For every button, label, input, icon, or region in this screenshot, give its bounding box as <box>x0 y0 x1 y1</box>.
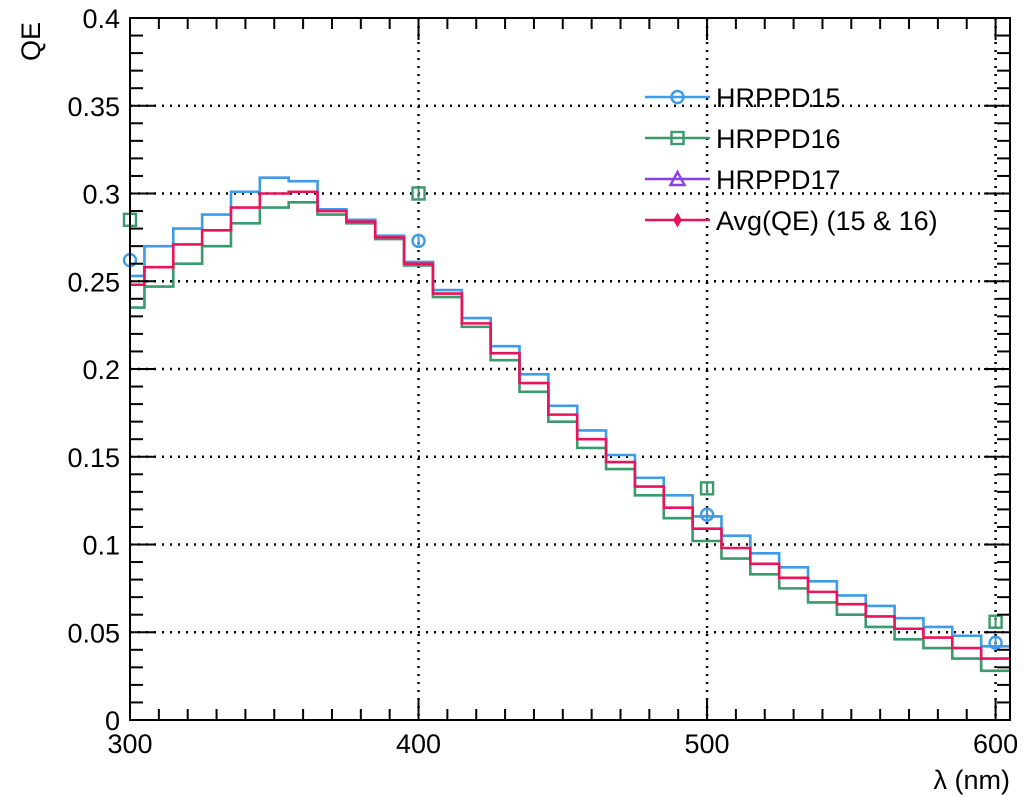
y-tick-label: 0.4 <box>82 4 120 34</box>
y-tick-label: 0.05 <box>67 618 120 648</box>
legend-marker-circle <box>670 89 685 105</box>
y-tick-label: 0 <box>105 706 120 736</box>
point-marker-circle <box>988 635 1003 650</box>
x-axis-title: λ (nm) <box>934 765 1011 795</box>
legend: HRPPD15 HRPPD16 HRPPD17 Avg(QE) (15 & 16) <box>645 83 938 236</box>
x-tick-label: 500 <box>685 729 730 759</box>
legend-label: Avg(QE) (15 & 16) <box>716 206 938 236</box>
legend-label: HRPPD15 <box>716 83 841 113</box>
legend-marker-triangle <box>668 169 687 187</box>
y-tick-label: 0.3 <box>82 180 120 210</box>
y-axis-title: QE <box>16 22 46 61</box>
tick-layer <box>129 17 1010 721</box>
point-marker-square <box>411 186 426 201</box>
point-marker-square <box>988 614 1003 629</box>
y-tick-label: 0.15 <box>67 443 120 473</box>
x-tick-label: 600 <box>973 729 1018 759</box>
legend-label: HRPPD16 <box>716 124 841 154</box>
grid-layer <box>130 18 1010 720</box>
series-line-hrppd15 <box>130 176 1010 648</box>
legend-marker-square <box>670 130 685 146</box>
point-marker-circle <box>411 233 426 249</box>
tick-label-layer: 0 0.05 0.1 0.15 0.2 0.25 0.3 0.35 0.4 300 400 500 60… <box>67 4 1018 759</box>
legend-label: HRPPD17 <box>716 165 841 195</box>
series-line-avg-qe-15-16 <box>130 190 1010 660</box>
series-line-hrppd16 <box>130 200 1010 673</box>
point-marker-square <box>699 481 715 496</box>
legend-marker-diamond <box>673 212 682 228</box>
y-tick-label: 0.25 <box>67 267 120 297</box>
x-tick-label: 400 <box>396 729 441 759</box>
y-tick-label: 0.1 <box>82 531 120 561</box>
y-tick-label: 0.35 <box>67 92 120 122</box>
y-tick-label: 0.2 <box>82 355 120 385</box>
marker-layer <box>122 186 1003 650</box>
x-tick-label: 300 <box>107 729 152 759</box>
point-marker-circle <box>699 507 715 522</box>
series-layer <box>130 176 1010 673</box>
